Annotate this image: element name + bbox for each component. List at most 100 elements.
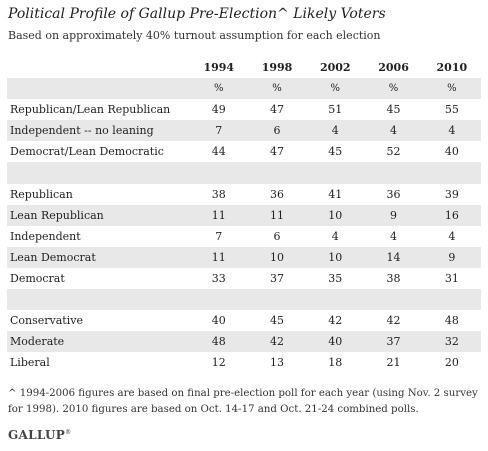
row-label: Republican/Lean Republican: [10, 103, 171, 117]
logo-text: GALLUP: [8, 428, 66, 442]
unit-cell: %: [247, 78, 307, 100]
unit-label-cell: [7, 78, 190, 100]
table-cell: 40: [306, 331, 365, 353]
table-cell: 10: [306, 204, 365, 226]
table-cell: 36: [270, 187, 285, 201]
table-cell: 52: [386, 145, 401, 159]
separator-cell: [7, 289, 481, 311]
table-cell: 13: [270, 356, 285, 370]
row-label: Conservative: [10, 314, 83, 328]
unit-row: %%%%%: [7, 78, 481, 100]
table-cell: 49: [211, 103, 226, 117]
table-cell: 47: [270, 145, 285, 159]
column-header: 1994: [203, 61, 235, 75]
table-cell: 38: [211, 187, 226, 201]
unit-cell: %: [422, 78, 481, 100]
table-cell: 4: [390, 229, 398, 243]
table-cell: 35: [328, 271, 343, 285]
table-cell: 6: [247, 120, 307, 142]
table-cell: 4: [331, 229, 339, 243]
table-row: Republican/Lean Republican 49 47 51 45 55: [7, 99, 481, 120]
table-cell: 33: [211, 271, 226, 285]
table-cell: 37: [364, 331, 423, 353]
table-cell: 21: [386, 356, 401, 370]
table-cell: 9: [364, 204, 423, 226]
table-cell: 4: [422, 120, 481, 142]
table-cell: 47: [270, 103, 285, 117]
table-cell: 51: [328, 103, 343, 117]
table-cell: 42: [386, 314, 401, 328]
header-label-cell: [7, 57, 190, 78]
table-cell: 42: [328, 314, 343, 328]
table-cell: 48: [444, 314, 459, 328]
table-cell: 4: [448, 229, 456, 243]
row-label: Democrat: [10, 271, 65, 285]
table-cell: 44: [211, 145, 226, 159]
row-label: Lean Republican: [7, 204, 190, 226]
chart-subtitle: Based on approximately 40% turnout assum…: [8, 29, 381, 42]
group-separator: [7, 162, 481, 184]
table-row: Conservative 40 45 42 42 48: [7, 310, 481, 331]
row-label: Democrat/Lean Democratic: [10, 145, 164, 159]
table-cell: 11: [247, 204, 307, 226]
table-cell: 31: [444, 271, 459, 285]
table-cell: 14: [364, 246, 423, 268]
unit-cell: %: [189, 78, 248, 100]
column-header: 2006: [378, 61, 409, 75]
table-row: Liberal 12 13 18 21 20: [7, 352, 481, 373]
unit-cell: %: [306, 78, 365, 100]
chart-title: Political Profile of Gallup Pre-Election…: [8, 6, 386, 22]
table-cell: 10: [247, 246, 307, 268]
table-row: Lean Republican 11 11 10 9 16: [7, 204, 481, 226]
logo-trademark: ®: [65, 429, 72, 436]
table-cell: 20: [444, 356, 459, 370]
group-separator: [7, 289, 481, 311]
gallup-logo: GALLUP®: [8, 428, 71, 442]
table-cell: 45: [270, 314, 285, 328]
table-row: Independent 7 6 4 4 4: [7, 226, 481, 247]
table-cell: 4: [306, 120, 365, 142]
unit-cell: %: [364, 78, 423, 100]
table-row: Democrat 33 37 35 38 31: [7, 268, 481, 289]
column-header: 1998: [261, 61, 293, 75]
table-cell: 40: [444, 145, 459, 159]
table-cell: 9: [422, 246, 481, 268]
data-table: 1994 1998 2002 2006 2010%%%%% Republican/Lean…: [7, 57, 481, 373]
table-cell: 39: [444, 187, 459, 201]
row-label: Lean Democrat: [7, 246, 190, 268]
row-label: Independent: [10, 229, 81, 243]
table-cell: 45: [386, 103, 401, 117]
table-cell: 12: [211, 356, 226, 370]
table-cell: 7: [215, 229, 223, 243]
header-row: 1994 1998 2002 2006 2010: [7, 57, 481, 78]
table-cell: 42: [247, 331, 307, 353]
table-cell: 40: [211, 314, 226, 328]
table-row: Moderate 48 42 40 37 32: [7, 331, 481, 353]
column-header: 2010: [436, 61, 468, 75]
table-body: 1994 1998 2002 2006 2010%%%%% Republican/Lean…: [7, 57, 481, 373]
row-label: Independent -- no leaning: [7, 120, 190, 142]
table-cell: 36: [386, 187, 401, 201]
table-cell: 11: [189, 204, 248, 226]
table-row: Republican 38 36 41 36 39: [7, 184, 481, 205]
table-cell: 4: [364, 120, 423, 142]
row-label: Liberal: [10, 356, 50, 370]
table-cell: 16: [422, 204, 481, 226]
row-label: Republican: [10, 187, 73, 201]
table-cell: 11: [189, 246, 248, 268]
table-cell: 6: [273, 229, 281, 243]
table-cell: 41: [328, 187, 343, 201]
table-cell: 48: [189, 331, 248, 353]
table-cell: 32: [422, 331, 481, 353]
table-cell: 45: [328, 145, 343, 159]
table-cell: 37: [270, 271, 285, 285]
table-cell: 7: [189, 120, 248, 142]
separator-cell: [7, 162, 481, 184]
row-label: Moderate: [7, 331, 190, 353]
table-row: Independent -- no leaning 7 6 4 4 4: [7, 120, 481, 142]
table-cell: 38: [386, 271, 401, 285]
table-row: Lean Democrat 11 10 10 14 9: [7, 246, 481, 268]
footnote: ^ 1994-2006 figures are based on final p…: [8, 388, 478, 415]
table-cell: 10: [306, 246, 365, 268]
